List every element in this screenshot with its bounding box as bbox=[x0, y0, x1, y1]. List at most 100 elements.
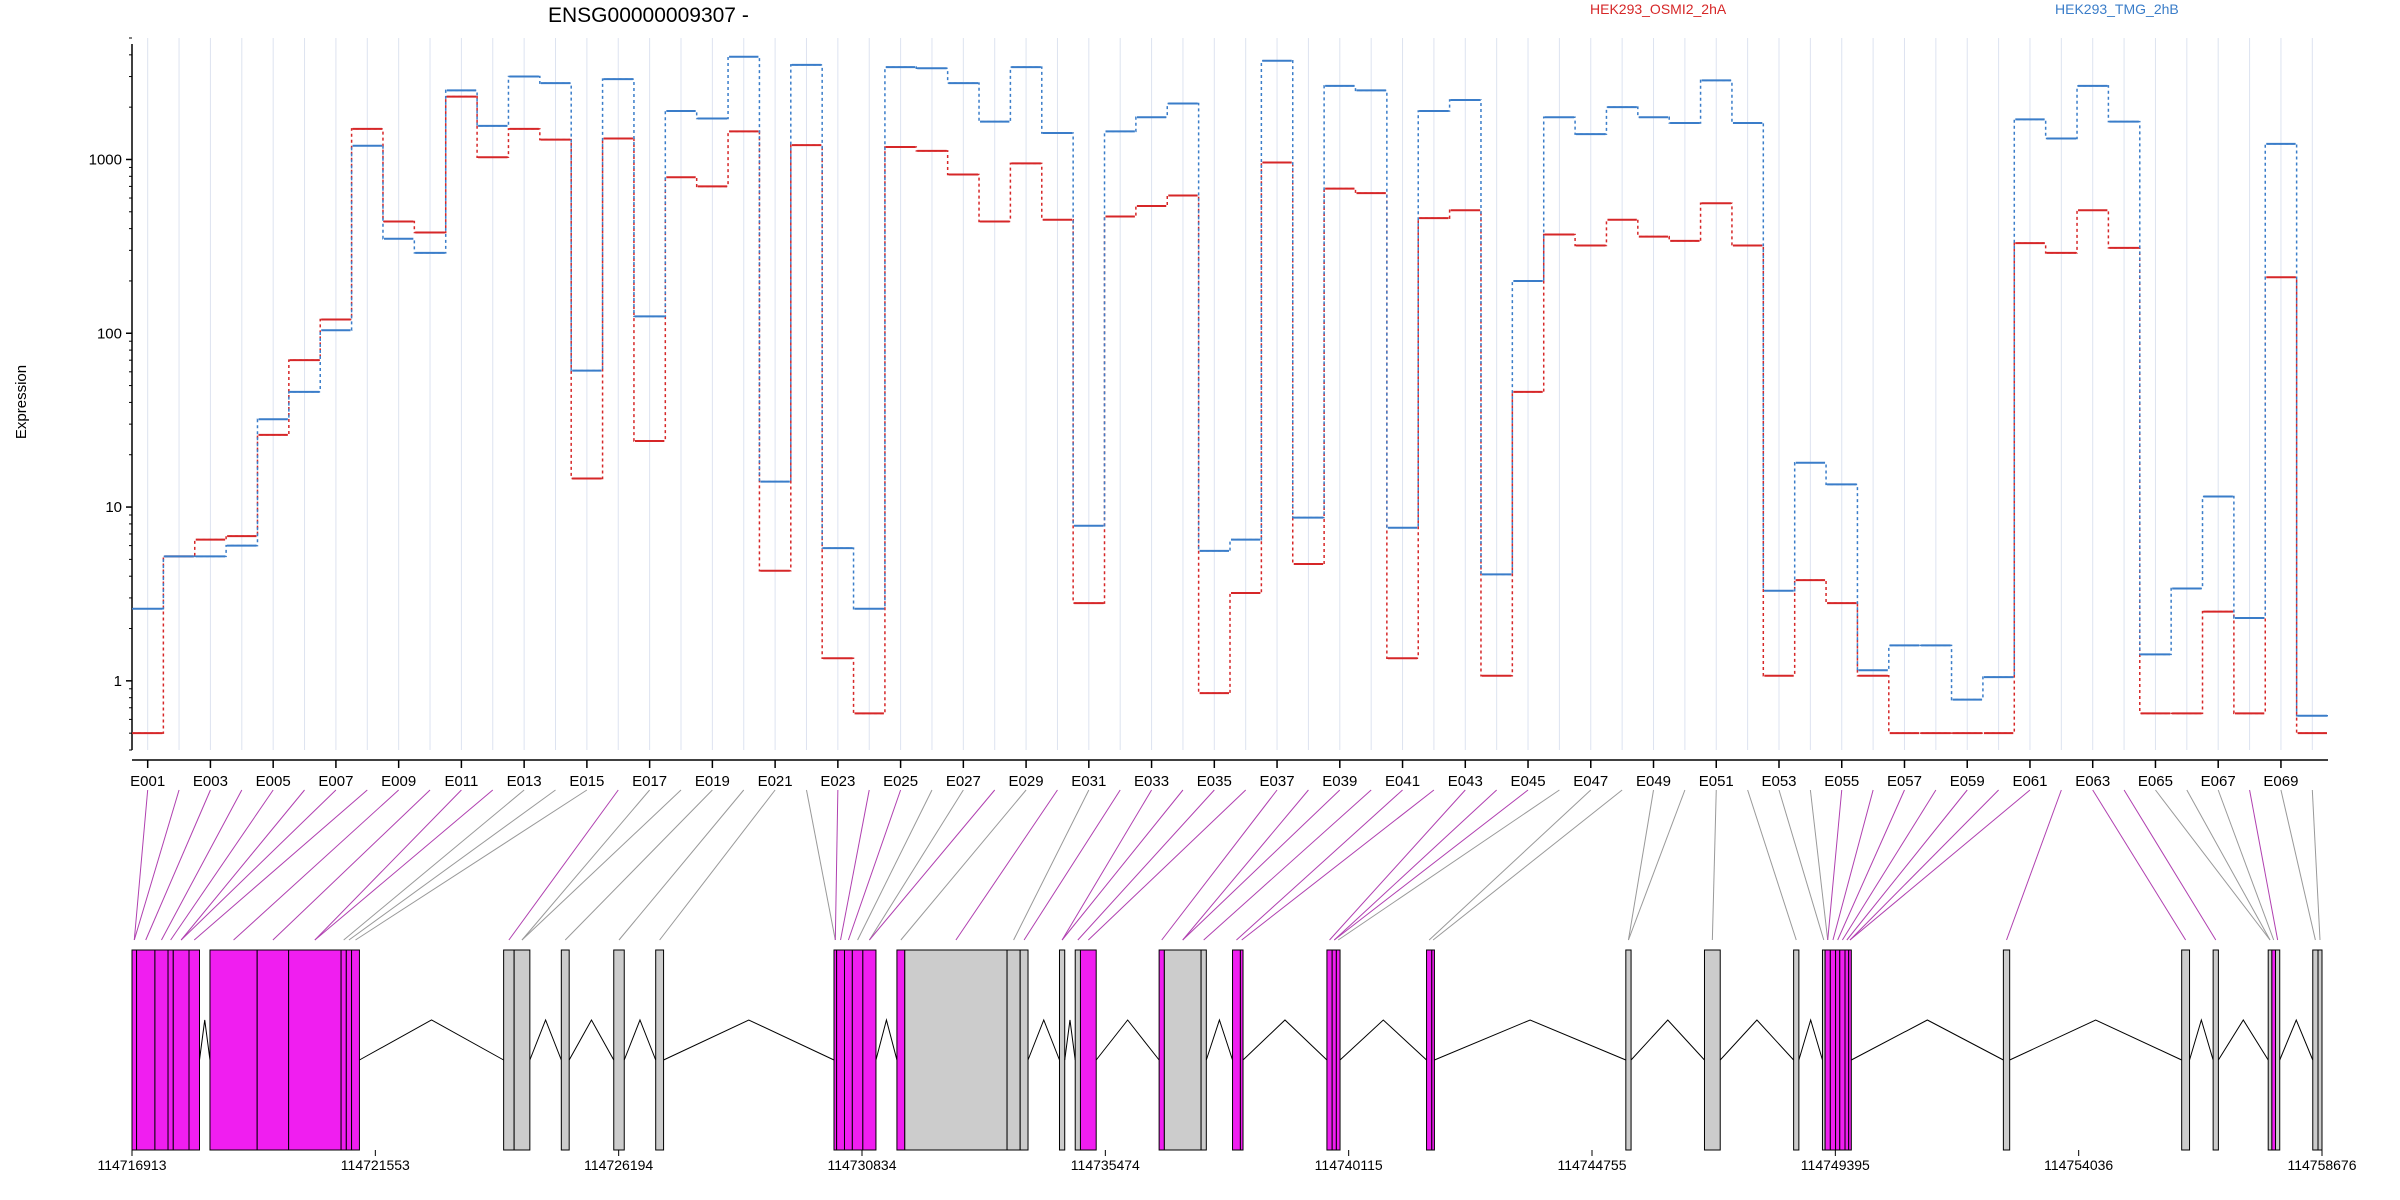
legend-series-b: HEK293_TMG_2hB bbox=[2055, 1, 2179, 17]
exon-significant bbox=[1848, 949, 1852, 1151]
exon-link bbox=[2217, 789, 2275, 941]
x-tick-label: E015 bbox=[569, 773, 604, 790]
exon-link-significant bbox=[508, 789, 619, 941]
x-tick-label: E025 bbox=[883, 773, 918, 790]
exon-significant bbox=[136, 949, 156, 1151]
exon-link bbox=[1778, 789, 1825, 941]
exon-link-significant bbox=[1023, 789, 1121, 941]
exon-link-significant bbox=[180, 789, 305, 941]
intron bbox=[529, 1018, 562, 1061]
exon-link bbox=[355, 789, 588, 941]
exon-significant bbox=[154, 949, 169, 1151]
exon-link-significant bbox=[2006, 789, 2062, 941]
exon-link bbox=[1428, 789, 1592, 941]
exon-link-significant bbox=[847, 789, 902, 941]
x-tick-label: E007 bbox=[318, 773, 353, 790]
exon-link-significant bbox=[1161, 789, 1278, 941]
exon-significant bbox=[209, 949, 258, 1151]
exon-significant bbox=[836, 949, 845, 1151]
exon-significant bbox=[288, 949, 342, 1151]
exon-link-significant bbox=[1333, 789, 1529, 941]
exon-link-significant bbox=[1841, 789, 1937, 941]
exon-significant bbox=[340, 949, 347, 1151]
exon-link bbox=[868, 789, 964, 941]
exon-link bbox=[805, 789, 836, 941]
exon bbox=[1625, 949, 1632, 1151]
exon-significant bbox=[1158, 949, 1165, 1151]
intron bbox=[568, 1018, 615, 1061]
exon bbox=[2317, 949, 2323, 1151]
coord-tick-label: 114754036 bbox=[2044, 1157, 2113, 1173]
x-tick-label: E045 bbox=[1511, 773, 1546, 790]
exon-link-significant bbox=[233, 789, 399, 941]
exon-link-significant bbox=[1849, 789, 2031, 941]
exon-link bbox=[659, 789, 776, 941]
series-line bbox=[132, 56, 2328, 717]
exon-significant bbox=[1335, 949, 1341, 1151]
x-axis: E001 E003 E005 E007 E009 E011 E013 E015 E017 E019… bbox=[130, 759, 2328, 790]
exon-link bbox=[564, 789, 713, 941]
intron bbox=[623, 1018, 657, 1061]
x-tick-label: E021 bbox=[758, 773, 793, 790]
intron bbox=[663, 1019, 835, 1061]
exon-significant bbox=[2271, 949, 2277, 1151]
x-tick-label: E053 bbox=[1761, 773, 1796, 790]
x-tick-label: E027 bbox=[946, 773, 981, 790]
x-tick-label: E011 bbox=[444, 773, 478, 790]
exon bbox=[1703, 949, 1721, 1151]
genomic-coordinate-axis: 114716913 114721553 114726194 114730834 1147… bbox=[97, 1150, 2357, 1173]
x-tick-label: E035 bbox=[1197, 773, 1232, 790]
exon-link-significant bbox=[2123, 789, 2217, 941]
intron bbox=[1851, 1019, 2004, 1061]
intron bbox=[1798, 1018, 1823, 1061]
exon-link-significant bbox=[314, 789, 462, 941]
exon-significant bbox=[896, 949, 906, 1151]
x-tick-label: E023 bbox=[820, 773, 855, 790]
exon-links bbox=[133, 789, 2321, 941]
exon-link bbox=[1627, 789, 1686, 941]
exon-link bbox=[1809, 789, 1829, 941]
exon-significant bbox=[1239, 949, 1244, 1151]
exon-significant bbox=[1331, 949, 1337, 1151]
exon bbox=[2002, 949, 2011, 1151]
x-tick-label: E067 bbox=[2201, 773, 2236, 790]
exon-link bbox=[900, 789, 1027, 941]
intron bbox=[2189, 1018, 2214, 1061]
exon-link-significant bbox=[834, 789, 839, 941]
exon-significant bbox=[256, 949, 290, 1151]
x-tick-label: E041 bbox=[1385, 773, 1420, 790]
exon bbox=[2275, 949, 2281, 1151]
exon bbox=[1058, 949, 1066, 1151]
x-tick-label: E059 bbox=[1950, 773, 1985, 790]
exon-link-significant bbox=[2092, 789, 2187, 941]
exon-significant bbox=[1844, 949, 1850, 1151]
exon-link-significant bbox=[1329, 789, 1466, 941]
gene-model bbox=[131, 949, 2323, 1151]
exon-significant bbox=[1232, 949, 1241, 1151]
exon-link-significant bbox=[180, 789, 337, 941]
y-axis-label: Expression bbox=[13, 365, 30, 439]
x-tick-label: E033 bbox=[1134, 773, 1169, 790]
exon-significant bbox=[345, 949, 353, 1151]
exon-link-significant bbox=[1241, 789, 1435, 941]
exon-link-significant bbox=[1061, 789, 1153, 941]
series-b bbox=[132, 55, 2328, 717]
intron bbox=[1095, 1019, 1160, 1061]
exon-link-significant bbox=[1236, 789, 1403, 941]
exon bbox=[1200, 949, 1207, 1151]
exon-link-significant bbox=[1182, 789, 1341, 941]
exon bbox=[2181, 949, 2191, 1151]
exon-link-significant bbox=[133, 789, 149, 941]
exon-link bbox=[1747, 789, 1797, 941]
exon-link bbox=[1432, 789, 1623, 941]
exon-link-significant bbox=[161, 789, 243, 941]
coord-tick-label: 114744755 bbox=[1557, 1157, 1626, 1173]
x-tick-label: E009 bbox=[381, 773, 416, 790]
y-tick-label: 1000 bbox=[89, 151, 122, 168]
y-axis: 1 10 100 1000 bbox=[89, 37, 133, 751]
intron bbox=[1434, 1019, 1627, 1061]
exon bbox=[2212, 949, 2219, 1151]
exon-link bbox=[618, 789, 745, 941]
exon-significant bbox=[843, 949, 853, 1151]
